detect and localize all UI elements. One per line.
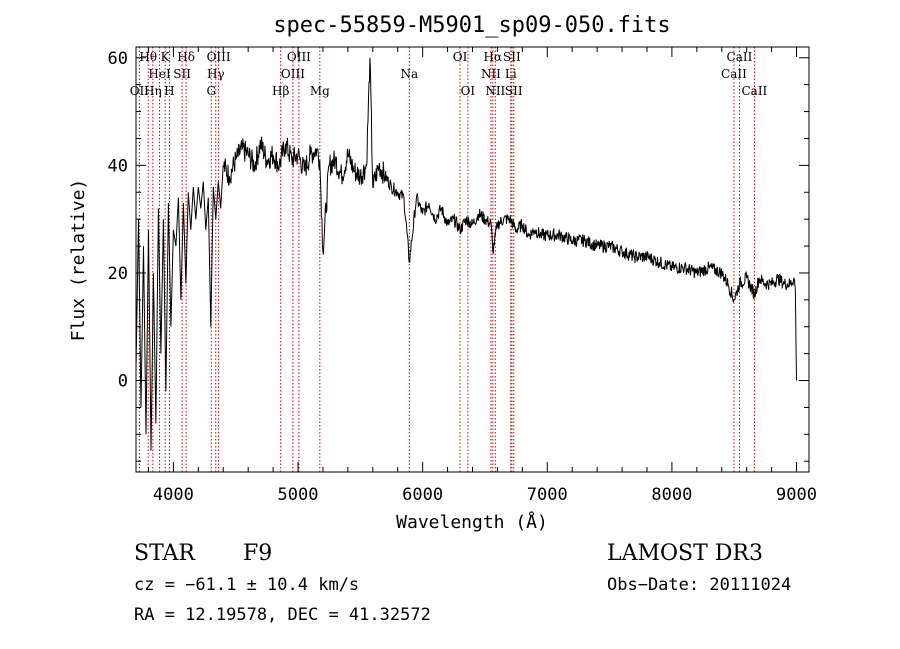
- line-marker-label-26: CaII: [741, 84, 767, 98]
- x-tick-label-5000: 5000: [278, 485, 319, 505]
- x-tick-label-4000: 4000: [153, 485, 194, 505]
- line-marker-label-17: OI: [461, 84, 476, 98]
- line-marker-label-25: CaII: [727, 50, 753, 64]
- spectrum-line: [135, 57, 797, 451]
- survey-name: LAMOST DR3: [607, 541, 763, 566]
- line-marker-label-6: SII: [173, 67, 191, 81]
- line-marker-label-15: Na: [400, 67, 418, 81]
- line-marker-label-16: OI: [453, 50, 468, 64]
- coordinates-text: RA = 12.19578, DEC = 41.32572: [134, 605, 431, 625]
- obs-date-text: Obs−Date: 20111024: [607, 575, 791, 595]
- y-tick-label-0: 0: [118, 372, 128, 392]
- object-subclass: F9: [243, 541, 272, 566]
- line-marker-label-24: CaII: [721, 67, 747, 81]
- line-marker-label-11: Hβ: [272, 84, 289, 98]
- line-marker-label-23: SII: [505, 84, 523, 98]
- line-marker-label-5: H: [164, 84, 174, 98]
- chart-title: spec-55859-M5901_sp09-050.fits: [273, 13, 670, 38]
- line-marker-label-22: SII: [503, 50, 521, 64]
- line-marker-label-21: Li: [505, 67, 517, 81]
- y-tick-label-40: 40: [108, 156, 128, 176]
- line-marker-label-12: OIII: [281, 67, 305, 81]
- line-marker-label-3: HeI: [148, 67, 171, 81]
- line-marker-label-18: NII: [481, 67, 501, 81]
- y-axis-label: Flux (relative): [68, 179, 89, 342]
- redshift-text: cz = −61.1 ± 10.4 km/s: [134, 575, 359, 595]
- x-tick-label-8000: 8000: [651, 485, 692, 505]
- y-axis-ticks: 0 20 40 60: [108, 49, 809, 462]
- line-marker-label-4: K: [161, 50, 171, 64]
- line-marker-label-19: Hα: [484, 50, 503, 64]
- line-marker-label-1: Hθ: [139, 50, 157, 64]
- y-tick-label-20: 20: [108, 264, 128, 284]
- object-class: STAR: [134, 541, 196, 566]
- x-axis-ticks: 4000 5000 6000 7000 8000 9000: [147, 47, 817, 505]
- line-marker-label-14: Mg: [310, 84, 330, 98]
- plot-frame: [135, 46, 810, 473]
- x-tick-label-7000: 7000: [527, 485, 568, 505]
- line-marker-label-0: OII: [130, 84, 150, 98]
- line-marker-label-2: Hη: [144, 84, 162, 98]
- line-markers: [138, 47, 755, 472]
- line-marker-label-10: OIII: [207, 50, 231, 64]
- line-marker-labels: OII Hθ Hη HeI K H SII Hδ G Hγ OIII Hβ OIII OIII Mg Na OI…: [130, 50, 768, 98]
- y-tick-label-60: 60: [108, 49, 128, 69]
- line-marker-label-20: NII: [485, 84, 505, 98]
- x-tick-label-6000: 6000: [402, 485, 443, 505]
- line-marker-label-7: Hδ: [177, 50, 195, 64]
- x-tick-label-9000: 9000: [776, 485, 817, 505]
- line-marker-label-13: OIII: [287, 50, 311, 64]
- line-marker-label-9: Hγ: [207, 67, 225, 81]
- x-axis-label: Wavelength (Å): [396, 511, 548, 533]
- line-marker-label-8: G: [206, 84, 216, 98]
